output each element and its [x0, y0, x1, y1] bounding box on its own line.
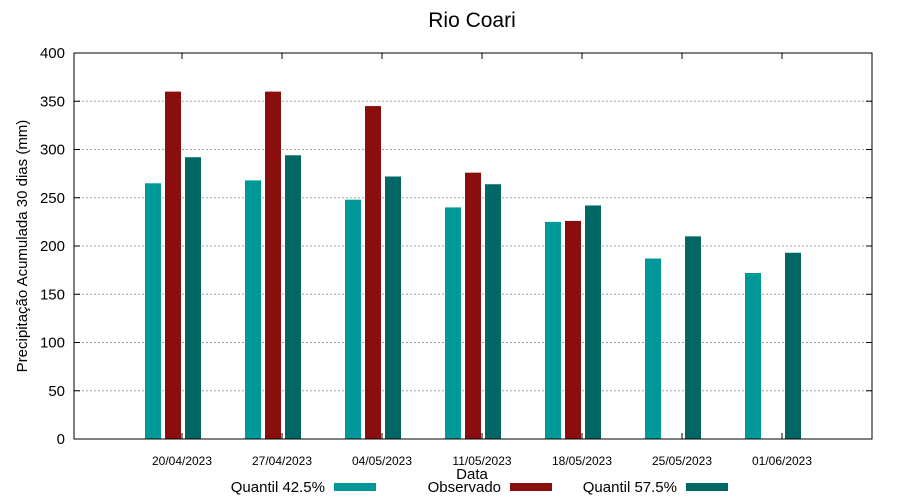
bar-quantil-57-5--2 — [385, 176, 401, 439]
y-tick-label: 300 — [40, 142, 65, 159]
y-axis-label: Precipitação Acumulada 30 dias (mm) — [14, 120, 31, 373]
y-tick-label: 400 — [40, 45, 65, 62]
legend: Quantil 42.5% Observado Quantil 57.5% — [231, 479, 728, 496]
bar-quantil-57-5--3 — [485, 184, 501, 439]
legend-swatch — [510, 483, 552, 491]
bar-quantil-57-5--0 — [185, 157, 201, 439]
bar-quantil-42-5--6 — [745, 273, 761, 439]
bar-observado-2 — [365, 106, 381, 439]
bar-quantil-42-5--4 — [545, 221, 561, 439]
chart-title: Rio Coari — [428, 9, 516, 32]
legend-swatch — [334, 483, 376, 491]
x-axis-label: Data — [456, 466, 488, 483]
x-tick-label: 18/05/2023 — [552, 454, 612, 468]
bar-observado-0 — [165, 91, 181, 439]
y-tick-label: 0 — [57, 431, 65, 448]
bar-quantil-57-5--4 — [585, 205, 601, 439]
y-tick-label: 200 — [40, 238, 65, 255]
y-tick-labels: 0 50 100 150 200 250 300 350 400 — [40, 45, 872, 448]
legend-label: Quantil 57.5% — [583, 479, 677, 496]
x-tick-labels: 20/04/2023 27/04/2023 04/05/2023 11/05/2023… — [152, 53, 812, 468]
x-tick-label: 20/04/2023 — [152, 454, 212, 468]
bar-quantil-42-5--1 — [245, 180, 261, 439]
y-tick-label: 350 — [40, 93, 65, 110]
legend-label: Quantil 42.5% — [231, 479, 325, 496]
bar-quantil-42-5--2 — [345, 199, 361, 439]
legend-swatch — [686, 483, 728, 491]
bar-quantil-42-5--5 — [645, 258, 661, 439]
x-tick-label: 01/06/2023 — [752, 454, 812, 468]
bar-observado-3 — [465, 172, 481, 439]
bar-observado-1 — [265, 91, 281, 439]
bar-quantil-57-5--5 — [685, 236, 701, 439]
bar-quantil-57-5--6 — [785, 252, 801, 439]
y-tick-label: 150 — [40, 286, 65, 303]
y-tick-label: 50 — [48, 383, 65, 400]
bar-quantil-42-5--3 — [445, 207, 461, 439]
bar-observado-4 — [565, 220, 581, 439]
x-tick-label: 11/05/2023 — [452, 454, 511, 468]
bars — [145, 91, 801, 440]
grid-lines — [74, 100, 872, 392]
y-tick-label: 250 — [40, 190, 65, 207]
x-tick-label: 25/05/2023 — [652, 454, 712, 468]
legend-label: Observado — [428, 479, 501, 496]
x-tick-label: 27/04/2023 — [252, 454, 312, 468]
bar-quantil-42-5--0 — [145, 183, 161, 439]
bar-quantil-57-5--1 — [285, 155, 301, 440]
x-tick-label: 04/05/2023 — [352, 454, 412, 468]
y-tick-label: 100 — [40, 335, 65, 352]
